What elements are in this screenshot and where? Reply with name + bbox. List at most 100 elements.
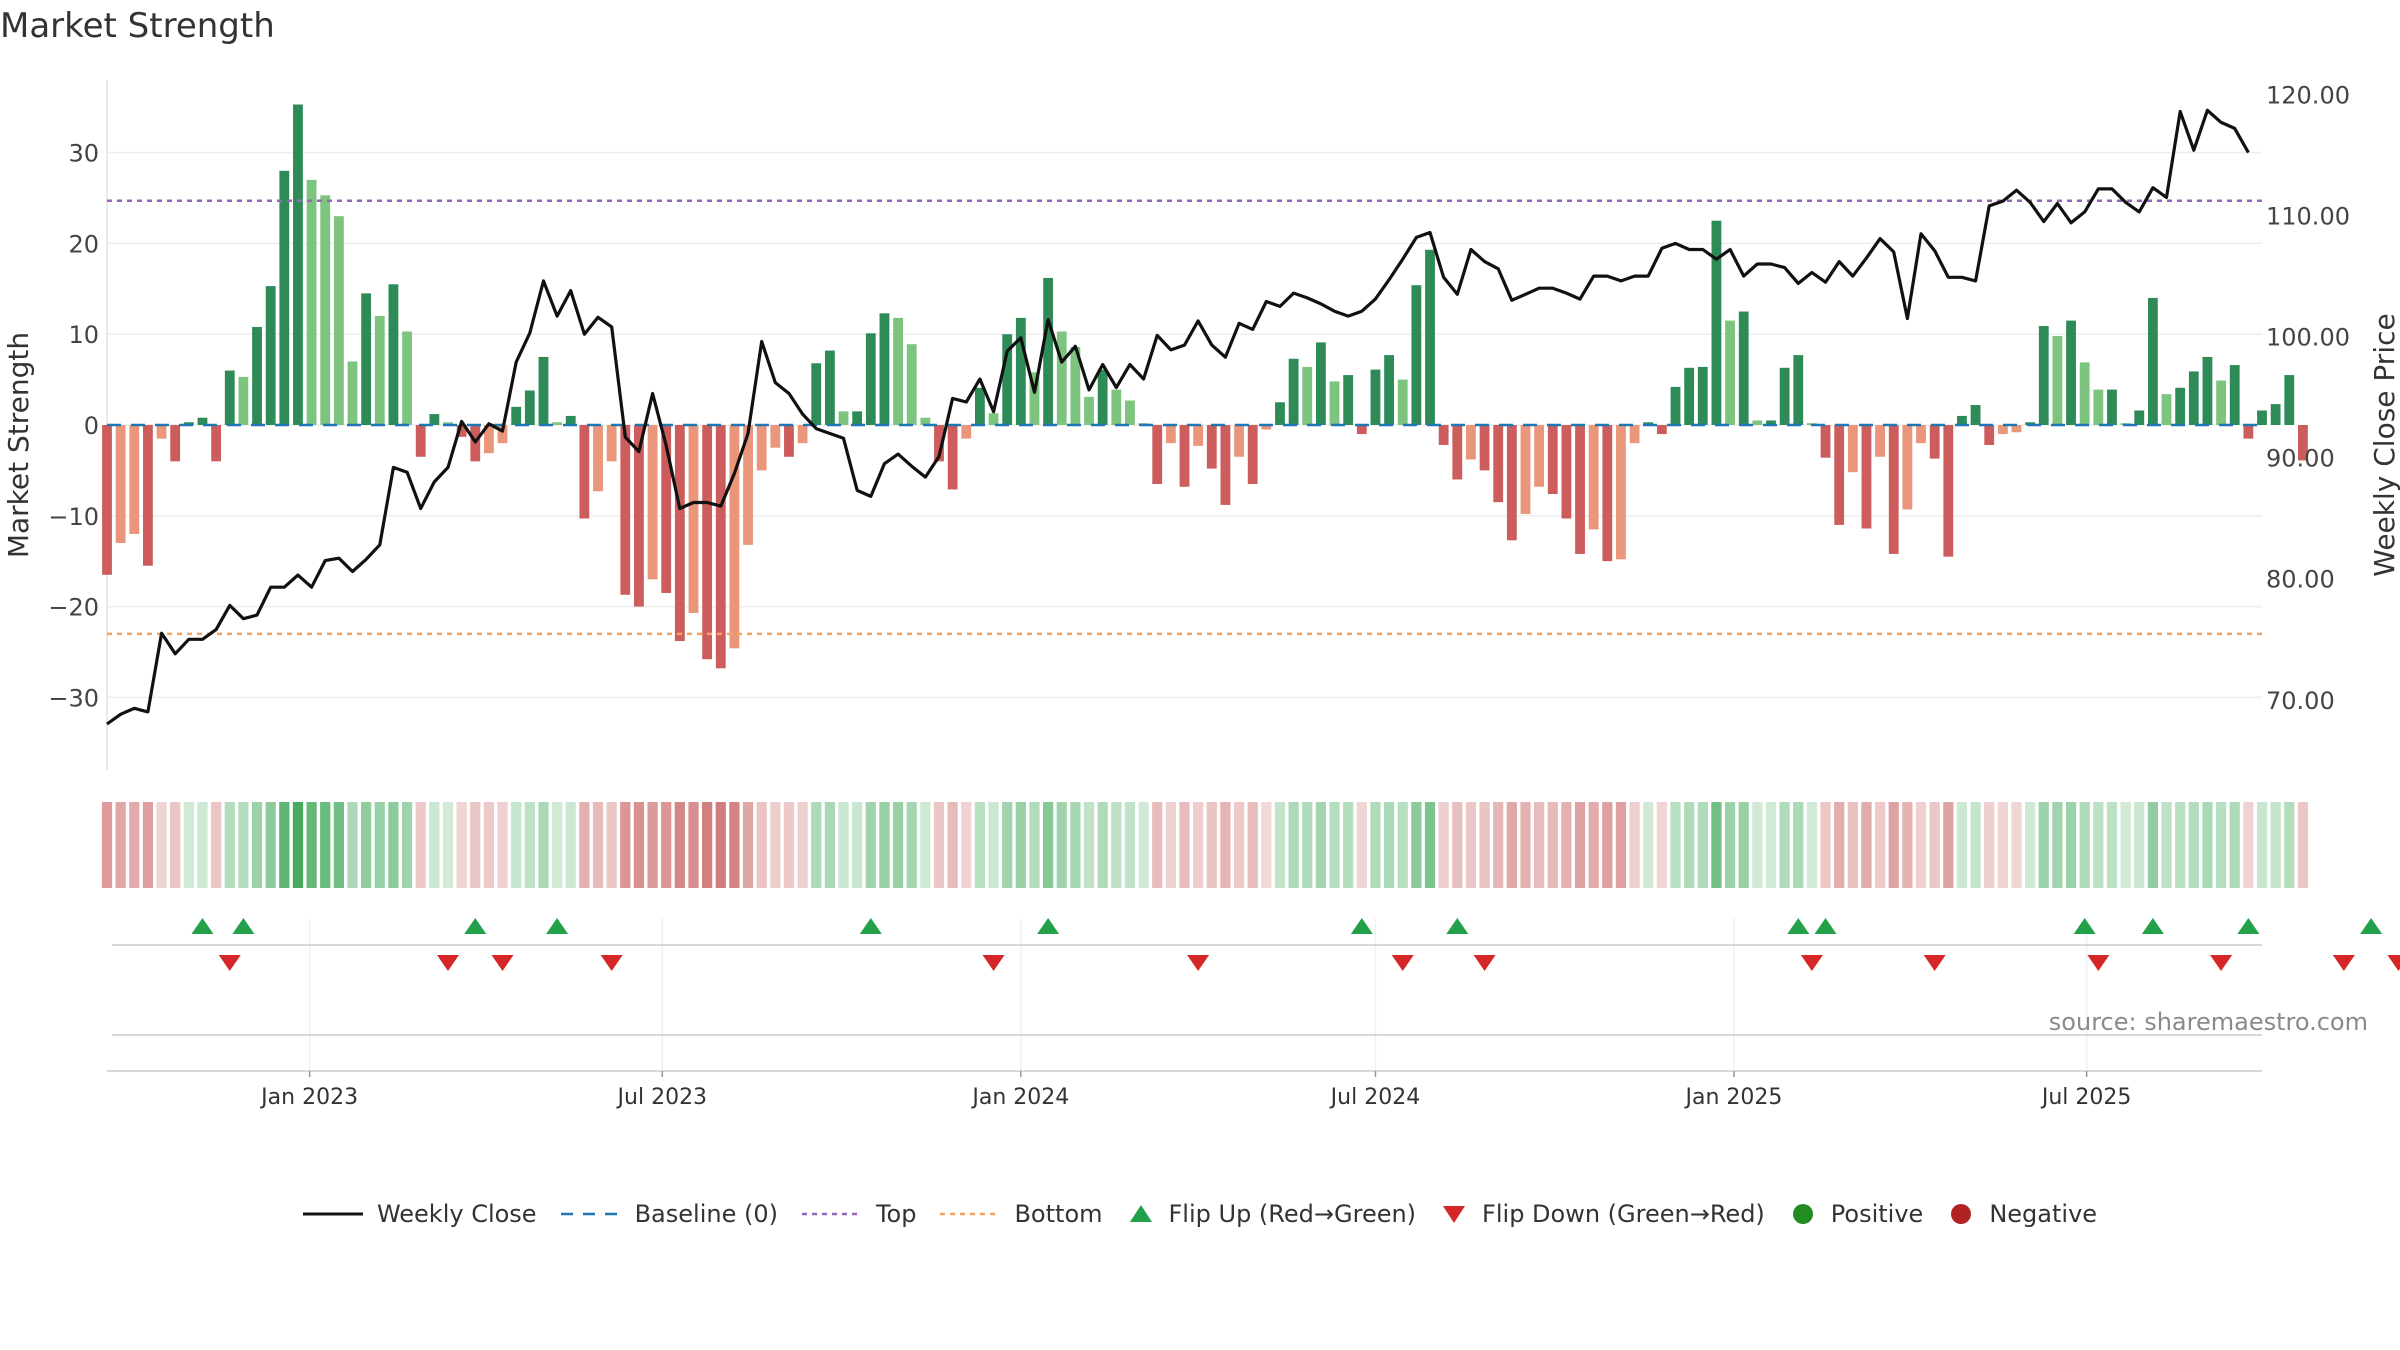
flip-up-marker	[2237, 918, 2260, 934]
regime-band-cell	[2134, 802, 2145, 888]
strength-bar	[1111, 389, 1122, 425]
legend-symbol-baseline	[560, 1212, 621, 1216]
regime-band-cell	[1997, 802, 2008, 888]
strength-bar	[2229, 365, 2240, 425]
regime-band-cell	[429, 802, 440, 888]
x-tick-label: Jul 2023	[616, 1085, 708, 1110]
regime-band-cell	[442, 802, 454, 888]
strength-bar	[2066, 320, 2076, 425]
y-tick-label-left: −10	[48, 503, 99, 531]
y-axis-label-right: Weekly Close Price	[2368, 313, 2400, 576]
regime-band-cell	[1220, 802, 1231, 888]
regime-band-cell	[852, 802, 863, 888]
strength-bar	[1656, 425, 1667, 435]
flip-up-marker	[2360, 918, 2383, 934]
regime-band-cell	[1779, 802, 1790, 888]
legend-item-top: Top	[801, 1200, 916, 1228]
regime-band-cell	[1943, 802, 1954, 888]
strength-bar	[1438, 425, 1449, 445]
strength-bar	[265, 286, 276, 425]
regime-band-cell	[1724, 802, 1736, 888]
strength-bar	[1002, 334, 1013, 425]
legend-symbol-bottom	[940, 1212, 1001, 1216]
legend-item-negative: Negative	[1947, 1200, 2097, 1228]
flip-down-marker	[2332, 955, 2355, 971]
strength-bar	[1329, 381, 1340, 425]
flip-down-marker	[491, 955, 514, 971]
strength-bar	[565, 415, 576, 425]
strength-bar	[947, 425, 958, 490]
strength-bar	[1343, 375, 1354, 425]
regime-band-cell	[1874, 802, 1886, 888]
legend-label: Negative	[1989, 1200, 2098, 1228]
legend-item-bottom: Bottom	[940, 1200, 1103, 1228]
regime-band-cell	[156, 802, 167, 888]
strength-bar	[784, 425, 794, 457]
regime-band-cell	[306, 802, 317, 888]
strength-bar	[320, 195, 331, 425]
source-note: source: sharemaestro.com	[2048, 1008, 2368, 1036]
regime-band-cell	[1070, 802, 1081, 888]
strength-bar	[674, 425, 685, 642]
regime-band-cell	[906, 802, 917, 888]
y-tick-label-right: 70.00	[2266, 687, 2335, 715]
strength-bar	[388, 284, 399, 425]
regime-band-cell	[1002, 802, 1013, 888]
strength-bar	[906, 344, 917, 425]
regime-band-cell	[1165, 802, 1176, 888]
strength-bar	[2161, 394, 2172, 425]
regime-band-cell	[1015, 802, 1026, 888]
y-tick-label-left: 10	[68, 321, 99, 349]
flip-down-marker	[1923, 955, 1946, 971]
strength-bar	[1888, 425, 1899, 554]
flip-down-marker	[436, 955, 459, 971]
regime-band-cell	[1424, 802, 1436, 888]
strength-bar	[1997, 425, 2008, 435]
y-tick-label-right: 90.00	[2266, 445, 2335, 473]
strength-bar	[2216, 380, 2226, 425]
regime-band-cell	[333, 802, 344, 888]
y-tick-label-right: 120.00	[2266, 82, 2350, 110]
regime-band-cell	[551, 802, 563, 888]
strength-bar	[2147, 297, 2158, 425]
strength-bar	[1779, 367, 1790, 425]
regime-band-cell	[1356, 802, 1367, 888]
flip-down-marker	[1800, 955, 1823, 971]
strength-bar	[2284, 375, 2295, 425]
strength-bar	[770, 425, 781, 448]
strength-bar	[1452, 425, 1463, 480]
strength-bar	[620, 425, 631, 595]
regime-band-cell	[729, 802, 740, 888]
strength-bar	[661, 425, 672, 593]
regime-band-cell	[1465, 802, 1477, 888]
regime-band-cell	[838, 802, 849, 888]
strength-bar	[1820, 425, 1831, 458]
regime-band-cell	[620, 802, 631, 888]
strength-bar	[593, 425, 603, 492]
regime-band-cell	[1765, 802, 1777, 888]
regime-band-cell	[1288, 802, 1299, 888]
strength-bar	[1247, 425, 1258, 485]
regime-band-cell	[2202, 802, 2213, 888]
regime-band-cell	[1520, 802, 1531, 888]
strength-bar	[606, 425, 617, 462]
regime-band-cell	[1056, 802, 1067, 888]
regime-band-cell	[811, 802, 822, 888]
regime-band-cell	[497, 802, 508, 888]
regime-band-cell	[142, 802, 154, 888]
strength-bar	[797, 425, 808, 444]
strength-bar	[2134, 410, 2145, 425]
regime-band-cell	[783, 802, 795, 888]
strength-bar	[811, 363, 822, 425]
regime-band-cell	[1138, 802, 1149, 888]
strength-bar	[1384, 355, 1394, 425]
strength-bar	[1193, 425, 1204, 446]
strength-bar	[2202, 356, 2213, 425]
strength-bar	[1602, 425, 1613, 562]
strength-bar	[1670, 386, 1681, 425]
flip-down-marker	[2087, 955, 2110, 971]
legend-item-positive: Positive	[1789, 1200, 1923, 1228]
regime-band-cell	[1343, 802, 1354, 888]
regime-band-cell	[1315, 802, 1327, 888]
